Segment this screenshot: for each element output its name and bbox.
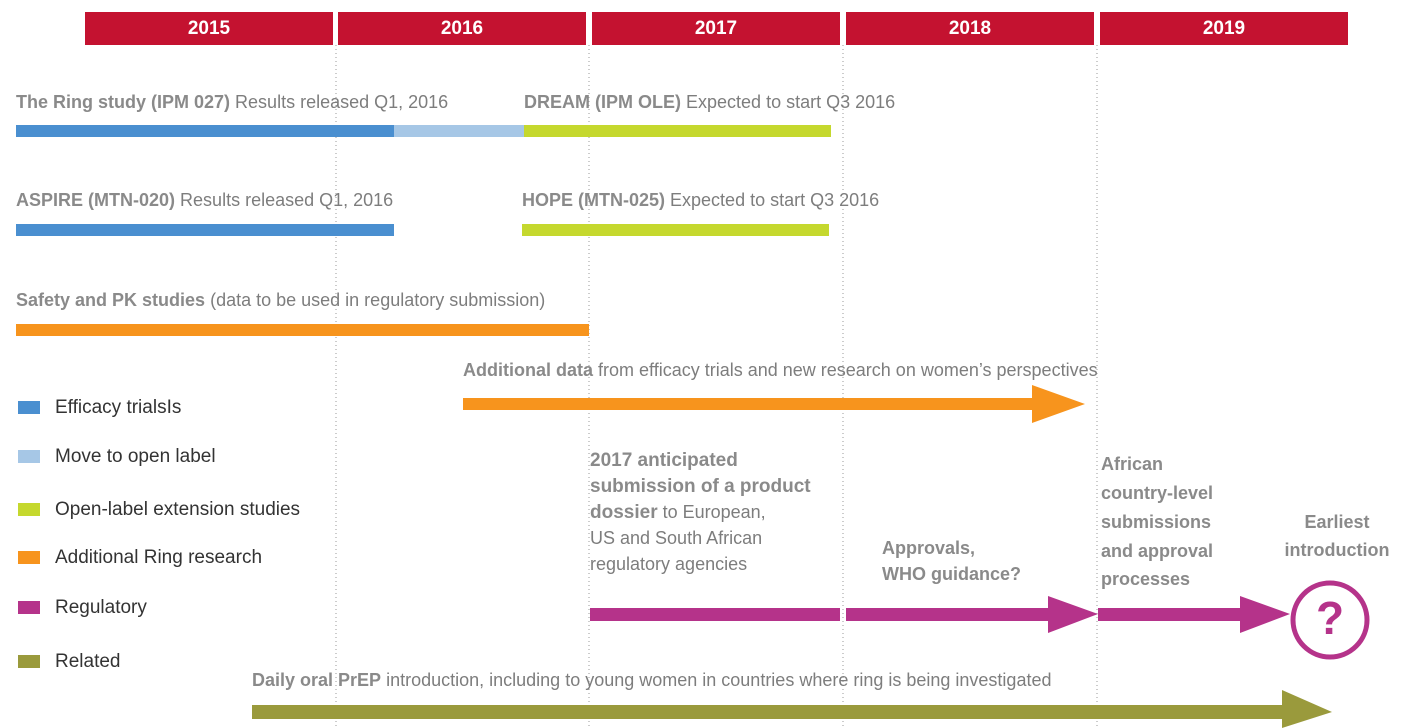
trial-name: HOPE (MTN-025) — [522, 190, 665, 210]
legend-label: Regulatory — [55, 597, 147, 618]
efficacy-bar — [16, 125, 394, 137]
year-label: 2016 — [441, 18, 483, 39]
legend-swatch — [18, 503, 40, 516]
year-banner — [1100, 12, 1348, 45]
year-banner — [592, 12, 840, 45]
dossier-bold: dossier — [590, 502, 658, 523]
question-circle — [1290, 580, 1370, 660]
research-bar — [16, 324, 589, 336]
approvals-text: WHO guidance? — [882, 564, 1021, 584]
related-label: Daily oral PrEP introduction, including … — [252, 670, 1051, 690]
regulatory-arrow — [846, 596, 1098, 633]
legend-label: Move to open label — [55, 446, 216, 467]
trial-note: (data to be used in regulatory submissio… — [210, 290, 545, 310]
year-banner — [846, 12, 1094, 45]
year-banners — [85, 12, 1348, 45]
extension-bar — [524, 125, 831, 137]
efficacy-bar — [16, 224, 394, 236]
question-mark: ? — [1316, 592, 1344, 644]
legend-swatch — [18, 401, 40, 414]
legend-label: Additional Ring research — [55, 547, 262, 568]
african-text: processes — [1101, 569, 1190, 589]
related-arrow — [252, 690, 1332, 728]
dossier-note: to European, — [663, 502, 766, 522]
regulatory-bar — [590, 608, 840, 621]
approvals-text: Approvals, — [882, 538, 975, 558]
dossier-text: regulatory agencies — [590, 554, 747, 574]
trial-name: ASPIRE (MTN-020) — [16, 190, 175, 210]
trial-label: ASPIRE (MTN-020) Results released Q1, 20… — [16, 190, 393, 210]
dossier-text: dossier to European, — [590, 502, 766, 523]
year-label: 2015 — [188, 18, 231, 39]
trial-note: from efficacy trials and new research on… — [598, 360, 1098, 380]
extension-bar — [522, 224, 829, 236]
year-label: 2018 — [949, 18, 991, 39]
african-text: country-level — [1101, 483, 1213, 503]
african-text: and approval — [1101, 541, 1213, 561]
dossier-text: submission of a product — [590, 476, 811, 497]
earliest-text: introduction — [1285, 540, 1390, 560]
trial-label: The Ring study (IPM 027) Results release… — [16, 92, 448, 112]
legend-label: Efficacy trialsIs — [55, 397, 181, 418]
earliest-text: Earliest — [1304, 512, 1369, 532]
trial-name: Additional data — [463, 360, 594, 380]
trial-name: DREAM (IPM OLE) — [524, 92, 681, 112]
trial-label: DREAM (IPM OLE) Expected to start Q3 201… — [524, 92, 895, 112]
dossier-text: 2017 anticipated — [590, 450, 738, 471]
regulatory-arrow — [1098, 596, 1290, 633]
legend-swatch — [18, 601, 40, 614]
year-banner — [338, 12, 586, 45]
trial-name: Safety and PK studies — [16, 290, 205, 310]
year-label: 2017 — [695, 18, 737, 39]
trial-note: Expected to start Q3 2016 — [670, 190, 879, 210]
trial-label: Additional data from efficacy trials and… — [463, 360, 1098, 380]
year-label: 2019 — [1203, 18, 1245, 39]
open-label-bar — [394, 125, 524, 137]
legend-swatch — [18, 551, 40, 564]
trial-note: Results released Q1, 2016 — [180, 190, 393, 210]
trial-label: Safety and PK studies (data to be used i… — [16, 290, 545, 310]
trial-name: The Ring study (IPM 027) — [16, 92, 230, 112]
research-arrow — [463, 385, 1085, 423]
trial-note: Results released Q1, 2016 — [235, 92, 448, 112]
african-text: submissions — [1101, 512, 1211, 532]
african-text: African — [1101, 454, 1163, 474]
dossier-text: US and South African — [590, 528, 762, 548]
legend-label: Open-label extension studies — [55, 499, 300, 520]
legend-swatch — [18, 655, 40, 668]
legend-swatch — [18, 450, 40, 463]
related-note: introduction, including to young women i… — [386, 670, 1051, 690]
legend-label: Related — [55, 651, 121, 672]
legend: Efficacy trialsIs Move to open label Ope… — [18, 397, 300, 672]
trial-note: Expected to start Q3 2016 — [686, 92, 895, 112]
related-name: Daily oral PrEP — [252, 670, 381, 690]
trial-label: HOPE (MTN-025) Expected to start Q3 2016 — [522, 190, 879, 210]
year-banner — [85, 12, 333, 45]
